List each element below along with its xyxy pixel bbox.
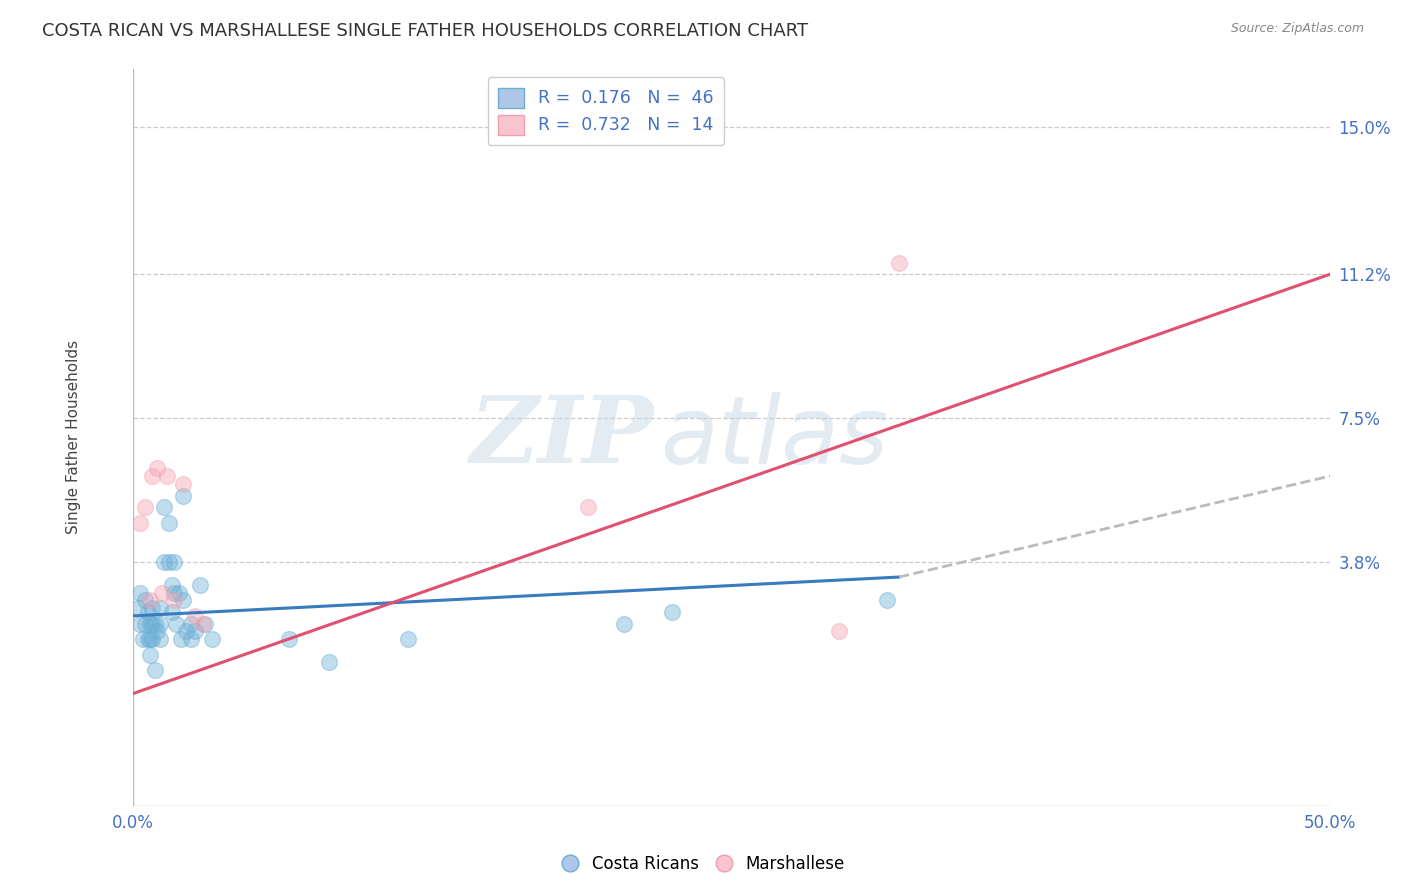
Point [661, 605, 683, 619]
Point [613, 616, 636, 631]
Point [173, 489, 195, 503]
Point [153, 500, 176, 515]
Text: Source: ZipAtlas.com: Source: ZipAtlas.com [1230, 22, 1364, 36]
Point [141, 469, 163, 483]
Point [184, 624, 207, 639]
Point [318, 656, 340, 670]
Point [139, 616, 162, 631]
Point [139, 648, 162, 662]
Point [163, 554, 186, 568]
Legend: R =  0.176   N =  46, R =  0.732   N =  14: R = 0.176 N = 46, R = 0.732 N = 14 [488, 78, 724, 145]
Point [180, 632, 202, 647]
Point [828, 624, 851, 639]
Point [136, 605, 159, 619]
Point [174, 624, 197, 639]
Point [129, 616, 152, 631]
Text: COSTA RICAN VS MARSHALLESE SINGLE FATHER HOUSEHOLDS CORRELATION CHART: COSTA RICAN VS MARSHALLESE SINGLE FATHER… [42, 22, 808, 40]
Point [163, 585, 186, 599]
Point [143, 616, 166, 631]
Point [165, 616, 187, 631]
Point [160, 605, 183, 619]
Point [146, 461, 169, 475]
Point [194, 616, 217, 631]
Point [157, 554, 180, 568]
Text: ZIP: ZIP [470, 392, 654, 483]
Point [201, 632, 224, 647]
Point [132, 632, 155, 647]
Point [167, 585, 190, 599]
Point [398, 632, 420, 647]
Point [277, 632, 299, 647]
Point [157, 516, 180, 530]
Point [134, 593, 156, 607]
Point [153, 554, 176, 568]
Point [173, 593, 195, 607]
Point [876, 593, 898, 607]
Point [160, 578, 183, 592]
Text: Single Father Households: Single Father Households [66, 340, 82, 534]
Point [170, 632, 193, 647]
Point [129, 585, 152, 599]
Point [173, 476, 195, 491]
Point [146, 624, 169, 639]
Point [887, 255, 910, 269]
Point [141, 601, 163, 615]
Point [156, 469, 179, 483]
Point [143, 663, 166, 677]
Point [127, 601, 149, 615]
Point [139, 632, 162, 647]
Point [184, 608, 207, 623]
Point [136, 632, 159, 647]
Point [150, 585, 173, 599]
Point [180, 616, 202, 631]
Point [191, 616, 214, 631]
Point [148, 601, 170, 615]
Point [139, 593, 162, 607]
Point [148, 632, 170, 647]
Point [141, 616, 163, 631]
Text: atlas: atlas [659, 392, 889, 483]
Point [141, 632, 163, 647]
Point [134, 616, 156, 631]
Legend: Costa Ricans, Marshallese: Costa Ricans, Marshallese [555, 848, 851, 880]
Point [134, 500, 156, 515]
Point [163, 593, 186, 607]
Point [188, 578, 211, 592]
Point [148, 616, 170, 631]
Point [129, 516, 152, 530]
Point [576, 500, 599, 515]
